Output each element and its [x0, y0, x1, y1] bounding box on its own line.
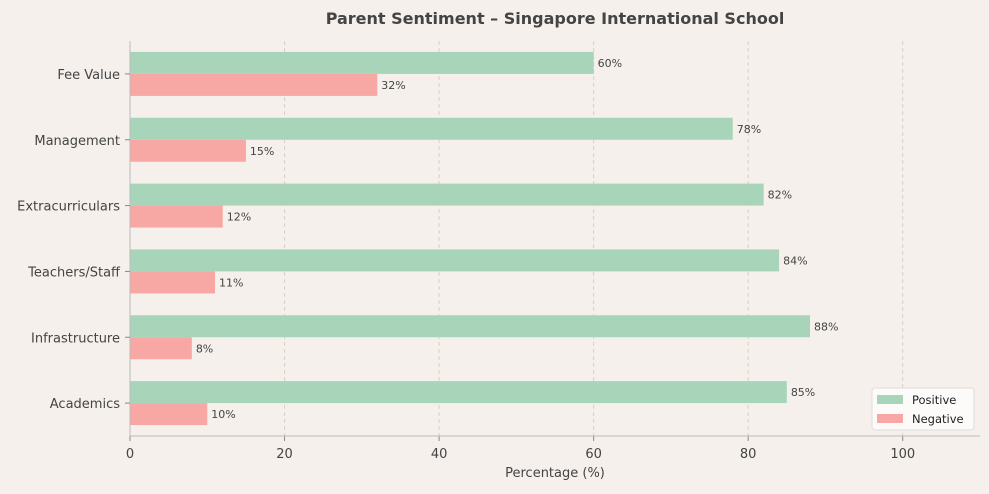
- data-label: 60%: [598, 57, 622, 70]
- y-tick-label: Teachers/Staff: [27, 265, 121, 280]
- legend-label: Negative: [912, 412, 964, 426]
- bar-negative: [130, 337, 192, 360]
- data-label: 8%: [196, 342, 213, 355]
- bar-positive: [130, 117, 733, 140]
- bar-positive: [130, 183, 764, 206]
- legend-swatch: [877, 395, 903, 404]
- y-tick-label: Fee Value: [57, 68, 120, 83]
- legend: Positive Negative: [871, 387, 975, 431]
- data-label: 11%: [219, 276, 243, 289]
- legend-swatch: [877, 414, 903, 423]
- bar-negative: [130, 139, 246, 162]
- data-label: 32%: [381, 79, 405, 92]
- data-label: 15%: [250, 145, 274, 158]
- bar-negative: [130, 403, 208, 426]
- bar-positive: [130, 381, 787, 404]
- legend-label: Positive: [912, 393, 956, 407]
- data-label: 10%: [211, 408, 235, 421]
- y-tick-label: Extracurriculars: [17, 200, 120, 215]
- data-label: 84%: [783, 254, 807, 267]
- y-tick-label: Academics: [50, 397, 120, 412]
- x-axis-label: Percentage (%): [505, 466, 605, 481]
- x-tick-label: 100: [890, 447, 915, 462]
- x-tick-label: 20: [276, 447, 293, 462]
- bar-positive: [130, 51, 594, 74]
- bar-positive: [130, 315, 810, 338]
- y-tick-label: Management: [34, 134, 120, 149]
- bar-negative: [130, 205, 223, 228]
- data-label: 78%: [737, 123, 761, 136]
- bar-negative: [130, 271, 215, 294]
- bar-negative: [130, 73, 378, 96]
- x-tick-label: 40: [431, 447, 448, 462]
- x-tick-label: 60: [585, 447, 602, 462]
- data-label: 82%: [768, 189, 792, 202]
- y-tick-label: Infrastructure: [31, 331, 120, 346]
- x-tick-label: 0: [126, 447, 134, 462]
- bar-positive: [130, 249, 780, 272]
- data-label: 88%: [814, 320, 838, 333]
- data-label: 85%: [791, 386, 815, 399]
- data-label: 12%: [227, 211, 251, 224]
- x-tick-label: 80: [740, 447, 757, 462]
- chart-title: Parent Sentiment – Singapore Internation…: [326, 9, 785, 28]
